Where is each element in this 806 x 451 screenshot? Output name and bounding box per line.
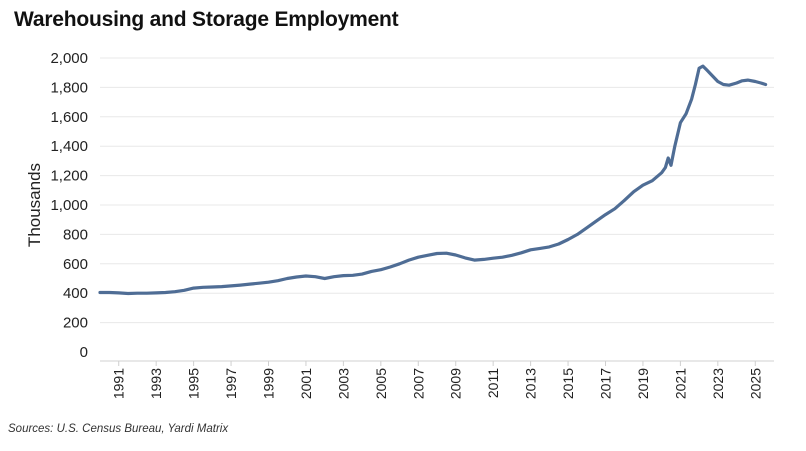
x-tick-label: 1993: [148, 368, 164, 399]
x-tick-label: 1999: [261, 368, 277, 399]
y-tick-label: 1,000: [50, 197, 88, 214]
y-axis-label: Thousands: [25, 163, 44, 247]
x-tick-label: 2017: [598, 368, 614, 399]
y-axis-ticks: 0 200 400 600 800 1,000 1,200 1,400 1,600 1,800 2,…: [50, 50, 88, 361]
x-tick-label: 1997: [223, 368, 239, 399]
y-tick-label: 600: [63, 256, 88, 273]
x-axis-ticks: 1991 1993 1995 1997 1999 2001 2003 2005 2007 2009…: [111, 361, 763, 399]
series-line: [98, 64, 768, 296]
y-tick-label: 800: [63, 226, 88, 243]
chart-title: Warehousing and Storage Employment: [14, 8, 399, 31]
x-tick-label: 2011: [485, 368, 501, 398]
x-tick-label: 1991: [111, 368, 127, 399]
x-tick-label: 2019: [635, 368, 651, 399]
x-tick-label: 2023: [710, 368, 726, 399]
x-tick-label: 2015: [560, 368, 576, 399]
y-tick-label: 0: [80, 344, 88, 361]
x-tick-label: 2001: [298, 368, 314, 399]
x-tick-label: 2013: [523, 368, 539, 399]
x-tick-label: 2025: [747, 368, 763, 399]
series-group: [98, 64, 768, 296]
y-tick-label: 1,200: [50, 168, 88, 185]
source-note: Sources: U.S. Census Bureau, Yardi Matri…: [8, 423, 229, 435]
x-tick-label: 2007: [410, 368, 426, 399]
x-tick-label: 2009: [448, 368, 464, 399]
y-tick-label: 200: [63, 315, 88, 332]
y-tick-label: 2,000: [50, 50, 88, 67]
x-tick-label: 1995: [186, 368, 202, 399]
x-tick-label: 2021: [672, 368, 688, 399]
y-tick-label: 1,800: [50, 79, 88, 96]
y-tick-label: 1,600: [50, 109, 88, 126]
x-tick-label: 2003: [335, 368, 351, 399]
x-tick-label: 2005: [373, 368, 389, 399]
y-tick-label: 400: [63, 285, 88, 302]
y-tick-label: 1,400: [50, 138, 88, 155]
gridlines: [100, 57, 774, 324]
